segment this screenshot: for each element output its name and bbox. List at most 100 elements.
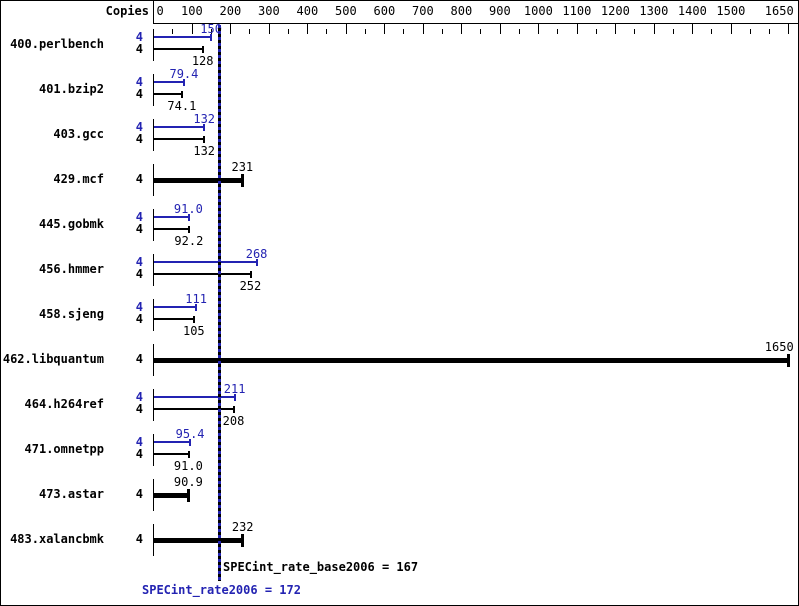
bar-end-cap bbox=[232, 406, 235, 413]
base-bar bbox=[154, 178, 243, 183]
peak-bar bbox=[154, 126, 205, 128]
x-axis-tick-label: 1300 bbox=[639, 4, 669, 18]
base-bar bbox=[154, 453, 189, 455]
bar-end-cap bbox=[203, 124, 206, 131]
benchmark-row: 462.libquantum 4 1650 bbox=[1, 338, 798, 383]
x-axis-minor-tick bbox=[557, 29, 559, 34]
x-axis-major-tick bbox=[422, 24, 424, 34]
group-axis-line bbox=[153, 119, 154, 151]
x-axis-major-tick bbox=[345, 24, 347, 34]
x-axis-minor-tick bbox=[672, 29, 674, 34]
bar-end-cap bbox=[195, 304, 198, 311]
base-bar bbox=[154, 48, 203, 50]
benchmark-label: 401.bzip2 bbox=[38, 82, 104, 96]
copies-value: 4 bbox=[135, 487, 143, 501]
peak-bar bbox=[154, 261, 257, 263]
x-axis-major-tick bbox=[576, 24, 578, 34]
bar-end-cap bbox=[255, 259, 258, 266]
peak-value-label: 95.4 bbox=[175, 427, 205, 441]
x-axis-minor-tick bbox=[364, 29, 366, 34]
y-axis-line bbox=[153, 1, 154, 23]
bar-end-cap bbox=[240, 174, 244, 187]
x-axis-major-tick bbox=[384, 24, 385, 34]
copies-value: 4 bbox=[135, 120, 143, 134]
x-axis-major-tick bbox=[653, 24, 655, 34]
base-value-label: 1650 bbox=[764, 340, 794, 354]
x-axis-major-tick bbox=[499, 24, 501, 34]
x-axis-major-tick bbox=[788, 24, 790, 34]
x-axis-major-tick bbox=[230, 24, 231, 34]
base-bar bbox=[154, 358, 789, 363]
group-axis-line bbox=[153, 164, 154, 196]
x-axis-minor-tick bbox=[210, 29, 212, 34]
benchmark-label: 445.gobmk bbox=[38, 217, 104, 231]
x-axis-major-tick bbox=[307, 24, 308, 34]
benchmark-row: 401.bzip2 4 79.4 4 74.1 bbox=[1, 68, 798, 113]
x-axis-major-tick bbox=[191, 24, 193, 34]
peak-value-label: 91.0 bbox=[173, 202, 203, 216]
x-axis-minor-tick bbox=[480, 29, 482, 34]
group-axis-line bbox=[153, 29, 154, 61]
copies-value: 4 bbox=[135, 435, 143, 449]
copies-value: 4 bbox=[135, 30, 143, 44]
x-axis-tick-label: 1200 bbox=[600, 4, 630, 18]
benchmark-label: 462.libquantum bbox=[2, 352, 104, 366]
reference-line bbox=[218, 25, 222, 581]
benchmark-row: 445.gobmk 4 91.0 4 92.2 bbox=[1, 202, 798, 248]
x-axis-minor-tick bbox=[749, 29, 751, 34]
benchmark-label: 483.xalancbmk bbox=[10, 532, 104, 546]
copies-value: 4 bbox=[135, 172, 143, 186]
group-axis-line bbox=[153, 254, 154, 286]
x-axis-major-tick bbox=[692, 24, 693, 34]
bar-end-cap bbox=[187, 214, 190, 221]
copies-value: 4 bbox=[135, 267, 143, 281]
x-axis-tick-label: 1400 bbox=[677, 4, 707, 18]
copies-value: 4 bbox=[135, 447, 143, 461]
bar-end-cap bbox=[241, 534, 245, 547]
benchmark-row: 456.hmmer 4 268 4 252 bbox=[1, 247, 798, 293]
x-axis-tick-label: 1500 bbox=[716, 4, 746, 18]
benchmark-row: 483.xalancbmk 4 232 bbox=[1, 518, 798, 563]
bar-end-cap bbox=[249, 271, 252, 278]
x-axis-tick-label: 900 bbox=[489, 4, 511, 18]
base-value-label: 128 bbox=[191, 54, 214, 68]
x-axis-minor-tick bbox=[249, 29, 251, 34]
x-axis-tick-label: 100 bbox=[181, 4, 203, 18]
base-value-label: 74.1 bbox=[167, 99, 197, 113]
peak-bar bbox=[154, 36, 212, 38]
summary-peak-result: SPECint_rate2006 = 172 bbox=[142, 583, 301, 597]
benchmark-label: 473.astar bbox=[38, 487, 104, 501]
copies-value: 4 bbox=[135, 210, 143, 224]
base-value-label: 90.9 bbox=[173, 475, 203, 489]
peak-value-label: 150 bbox=[200, 22, 222, 36]
benchmark-row: 403.gcc 4 132 4 132 bbox=[1, 112, 798, 158]
x-axis-tick-label: 1000 bbox=[523, 4, 553, 18]
benchmark-row: 400.perlbench 4 150 4 128 bbox=[1, 22, 798, 68]
benchmark-row: 458.sjeng 4 111 4 105 bbox=[1, 293, 798, 338]
bar-end-cap bbox=[189, 439, 192, 446]
base-bar bbox=[154, 273, 251, 275]
copies-value: 4 bbox=[135, 312, 143, 326]
peak-value-label: 132 bbox=[193, 112, 216, 126]
copies-value: 4 bbox=[135, 132, 143, 146]
x-axis-tick-label: 700 bbox=[412, 4, 434, 18]
group-axis-line bbox=[153, 209, 154, 241]
base-bar bbox=[154, 493, 189, 498]
x-axis-major-tick bbox=[268, 24, 270, 34]
x-axis-minor-tick bbox=[403, 29, 405, 34]
group-axis-line bbox=[153, 479, 154, 511]
base-bar bbox=[154, 538, 243, 543]
base-value-label: 92.2 bbox=[174, 234, 204, 248]
group-axis-line bbox=[153, 434, 154, 466]
x-axis-minor-tick bbox=[711, 29, 713, 34]
benchmark-label: 471.omnetpp bbox=[24, 442, 104, 456]
bar-end-cap bbox=[187, 226, 190, 233]
peak-bar bbox=[154, 216, 189, 218]
x-axis-tick-label: 300 bbox=[258, 4, 280, 18]
bar-end-cap bbox=[787, 354, 791, 367]
base-value-label: 208 bbox=[222, 414, 245, 428]
bar-end-cap bbox=[181, 91, 184, 98]
peak-value-label: 268 bbox=[245, 247, 268, 261]
base-value-label: 91.0 bbox=[173, 459, 203, 473]
